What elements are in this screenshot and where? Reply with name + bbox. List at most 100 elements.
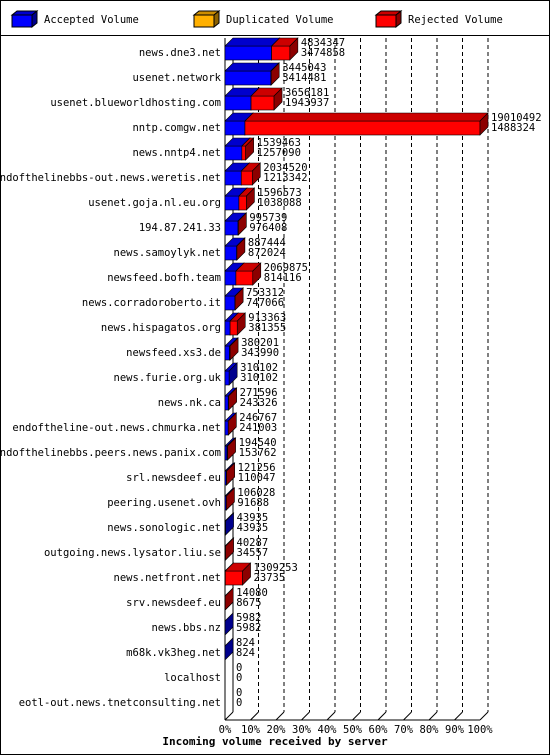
x-tick [403,711,412,721]
bar-side [270,62,280,86]
bar-side [251,162,261,186]
y-tick-label: news.hispagatos.org [101,322,221,334]
accepted-label: 310102 [240,372,278,384]
x-tick [352,711,361,721]
bar-side [245,137,254,161]
accepted-label: 1213342 [263,172,307,184]
bar-side [289,37,299,61]
y-tick-label: 194.87.241.33 [139,222,221,234]
legend-swatch [193,14,215,28]
x-tick-label: 90% [445,724,465,736]
y-tick-label: srv.newsdeef.eu [126,597,221,609]
y-tick-label: usenet.network [132,72,221,84]
total-label: 824 [236,637,255,649]
bar-top [224,62,280,72]
accepted-label: 3414481 [282,72,326,84]
accepted-label: 747066 [246,297,284,309]
total-label: 14080 [236,587,268,599]
bar-segment [224,395,229,411]
bar-segment [244,120,481,136]
y-tick-label: eotl-out.news.tnetconsulting.net [19,697,221,709]
bar-side [228,387,237,411]
accepted-label: 814116 [264,272,302,284]
x-tick-label: 0% [219,724,232,736]
total-label: 753312 [246,287,284,299]
accepted-label: 1488324 [491,122,535,134]
bar-top [224,37,281,47]
x-tick-label: 40% [318,724,338,736]
bar-segment [224,295,236,311]
accepted-label: 91688 [237,497,269,509]
accepted-label: 8675 [236,597,261,609]
bar-segment [224,345,230,361]
bar-segment [238,195,247,211]
bar-segment [224,320,231,336]
x-tick-label: 30% [292,724,312,736]
x-tick-label: 60% [369,724,389,736]
bar-side [229,337,239,361]
accepted-label: 0 [236,697,242,709]
bar-segment [225,570,243,586]
bar-segment [224,270,237,286]
accepted-label: 243326 [240,397,278,409]
y-tick-label: news.samoylyk.net [114,247,221,259]
total-label: 1539463 [257,137,301,149]
bar-segment [224,70,272,86]
y-tick-label: peering.usenet.ovh [107,497,221,509]
bar-segment [235,270,254,286]
bar-segment [224,220,239,236]
y-tick-label: news.corradoroberto.it [82,297,221,309]
total-label: 106028 [237,487,275,499]
y-tick-label: news.nk.ca [158,397,221,409]
accepted-label: 23735 [254,572,286,584]
total-label: 0 [236,662,242,674]
bar-segment [224,95,252,111]
x-tick-label: 100% [467,724,493,736]
legend-swatch [375,14,397,28]
accepted-label: 43935 [237,522,269,534]
bar-side [236,237,246,261]
total-label: 310102 [240,362,278,374]
total-label: 271596 [240,387,278,399]
legend-label: Accepted Volume [44,14,139,26]
total-label: 2069875 [264,262,308,274]
accepted-label: 1038088 [257,197,301,209]
y-tick-label: newsfeed.xs3.de [126,347,221,359]
accepted-label: 153762 [239,447,277,459]
accepted-label: 0 [236,672,242,684]
y-tick-label: endofthelinebbs-out.news.weretis.net [0,172,221,184]
total-label: 246767 [239,412,277,424]
x-tick-label: 70% [394,724,414,736]
accepted-label: 824 [236,647,255,659]
y-tick-label: endoftheline-out.news.chmurka.net [12,422,221,434]
bar-segment [224,245,237,261]
accepted-label: 976408 [249,222,287,234]
x-tick-label: 50% [343,724,363,736]
bar-side [252,262,262,286]
bar-side [227,437,236,461]
bar-side [246,187,255,211]
bar-side [238,212,247,236]
y-tick-label: localhost [164,672,221,684]
bar-segment [240,170,253,186]
bar-side [242,562,251,586]
bar-segment [224,120,246,136]
total-label: 4834347 [301,37,345,49]
accepted-label: 34557 [237,547,269,559]
y-tick-label: srl.newsdeef.eu [126,472,221,484]
bar-side [273,87,283,111]
y-tick-label: news.sonologic.net [107,522,221,534]
total-label: 19010492 [491,112,542,124]
legend-label: Rejected Volume [408,14,503,26]
bar-side [225,512,234,536]
total-label: 5982 [236,612,261,624]
total-label: 0 [236,687,242,699]
x-tick-label: 80% [420,724,440,736]
x-tick [377,711,387,721]
accepted-label: 241003 [239,422,277,434]
legend-label: Duplicated Volume [226,14,333,26]
x-tick [275,711,285,721]
y-tick-label: usenet.goja.nl.eu.org [88,197,221,209]
total-label: 913363 [248,312,286,324]
